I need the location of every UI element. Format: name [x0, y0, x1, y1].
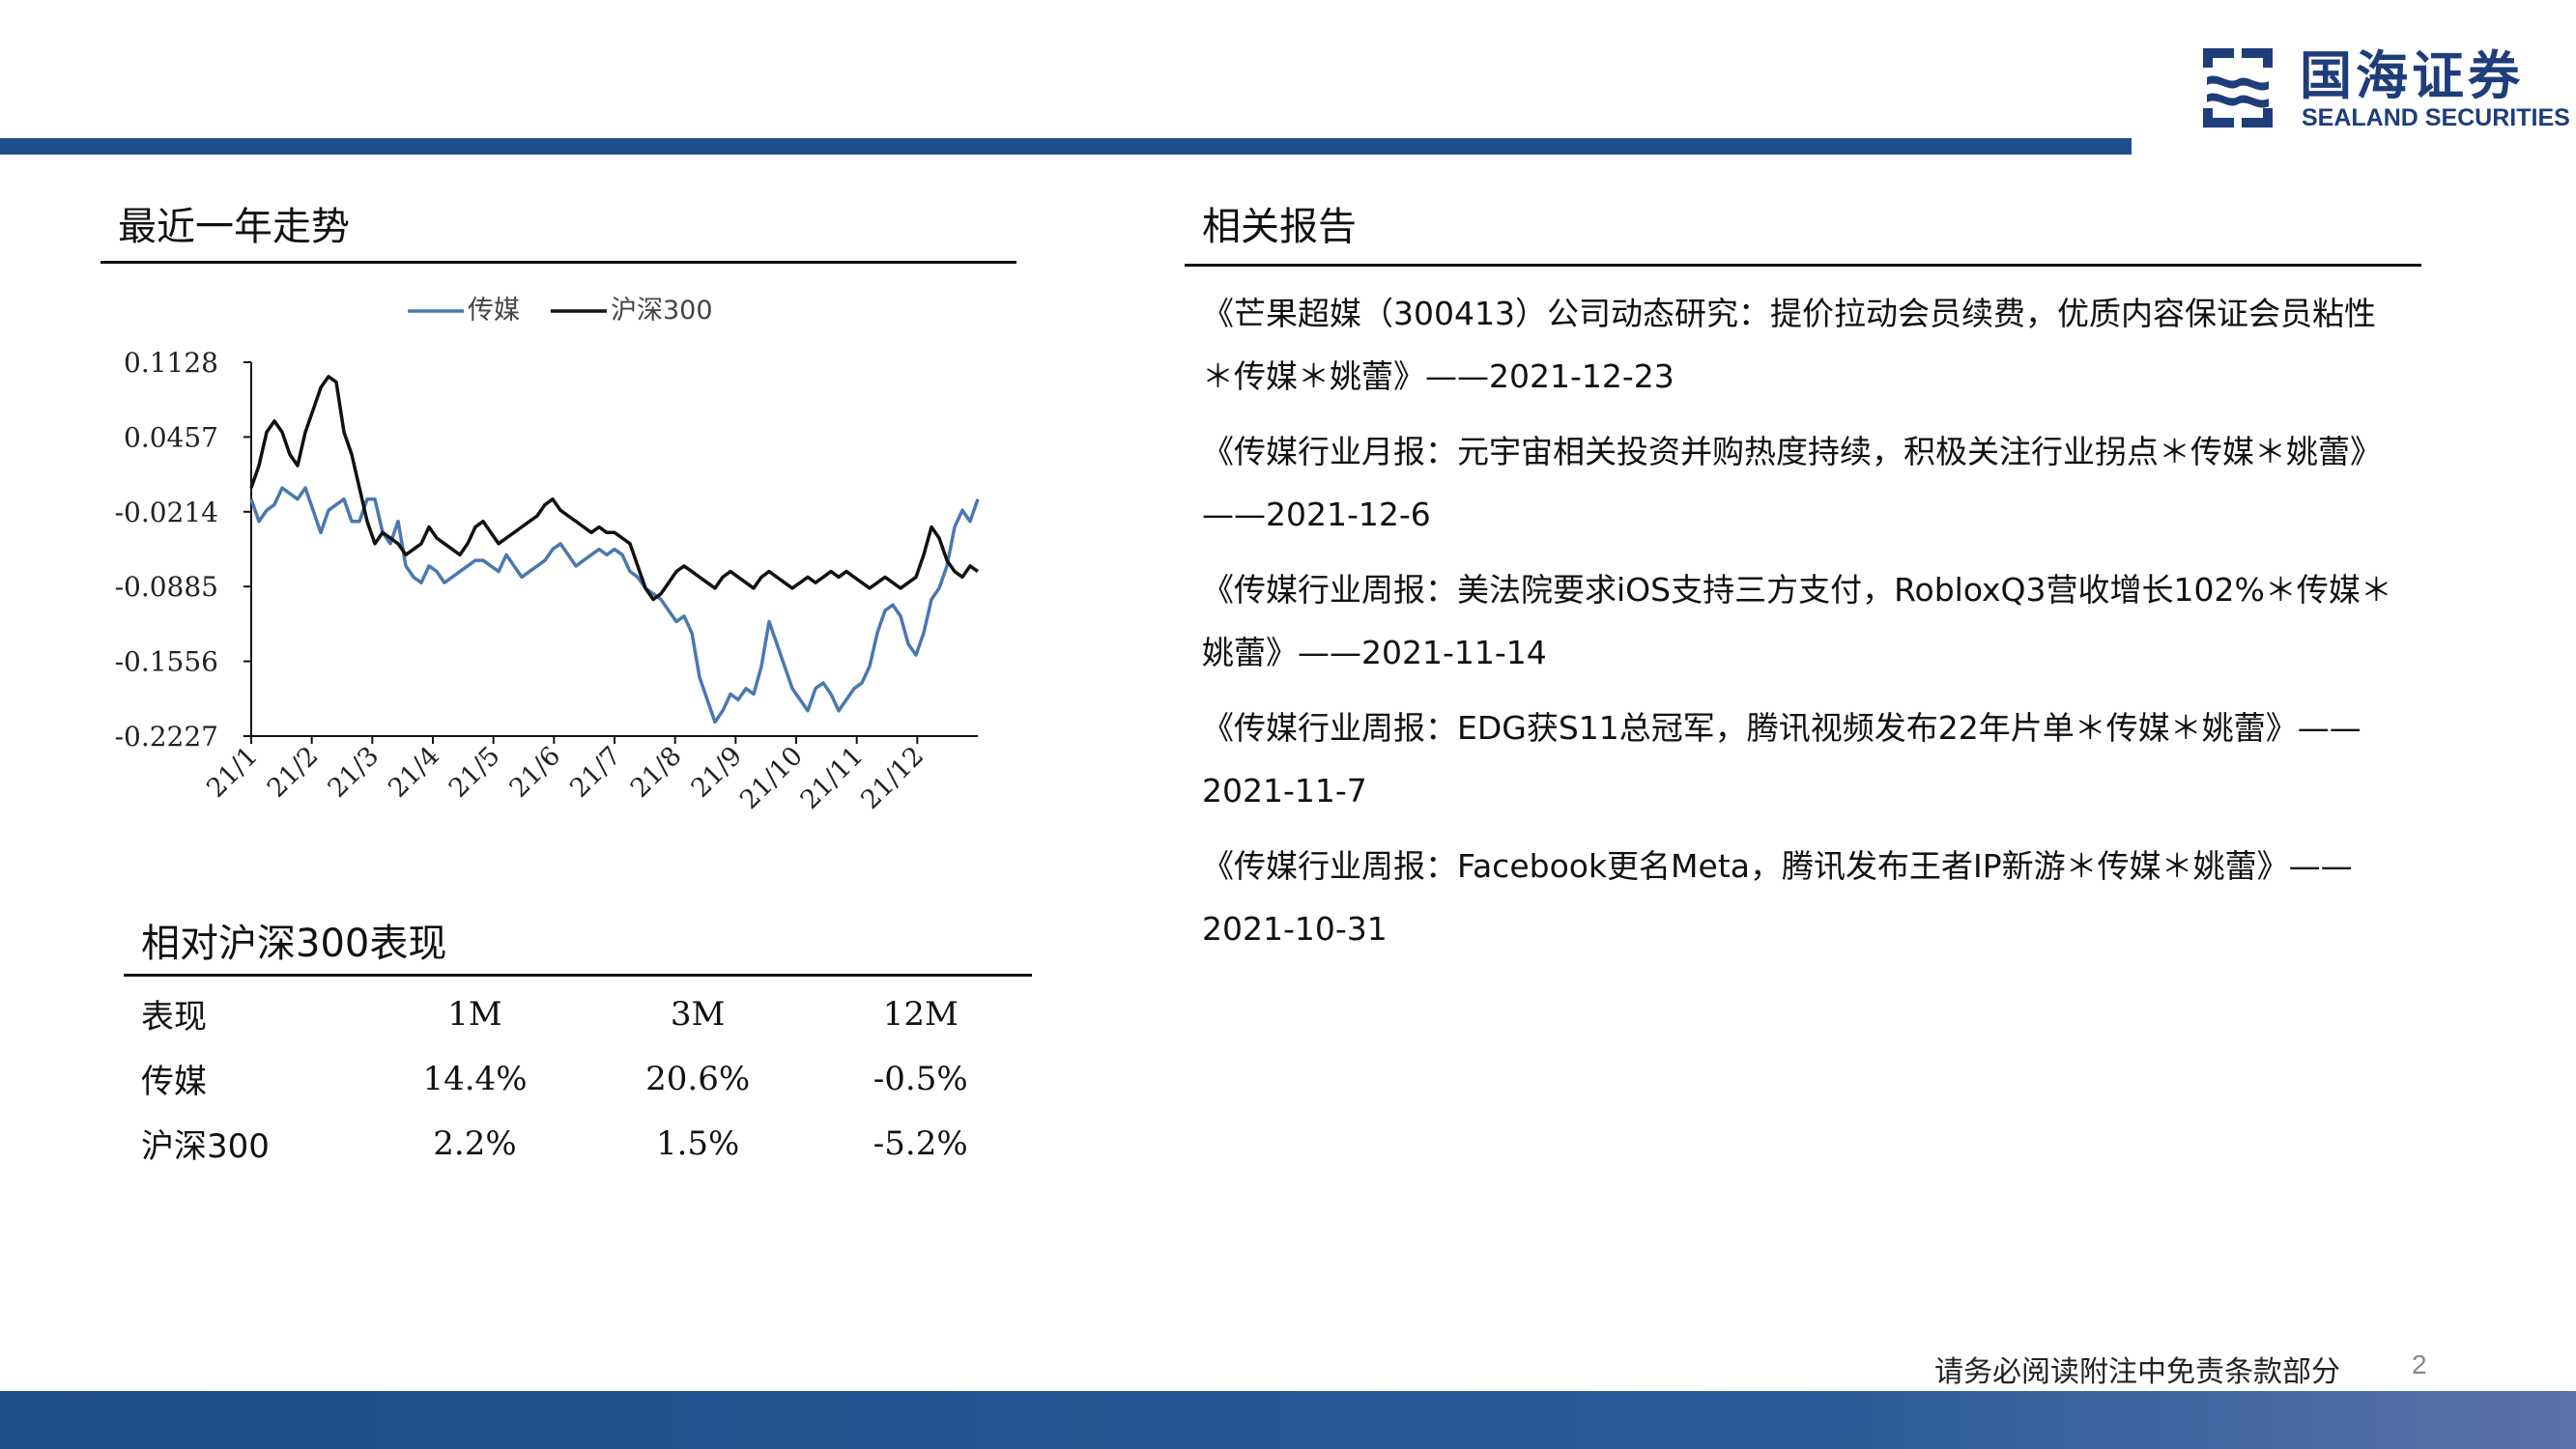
x-tick-label: 21/3: [322, 741, 385, 804]
row-name-cell: 沪深300: [141, 1127, 270, 1166]
y-tick-label: -0.0885: [115, 571, 218, 603]
x-tick-label: 21/11: [795, 741, 870, 815]
x-tick-label: 21/5: [444, 741, 506, 804]
x-tick-label: 21/12: [855, 741, 930, 815]
header-cell-label: 表现: [141, 998, 207, 1037]
row-1m-cell: 14.4%: [422, 1059, 528, 1098]
header-cell-12m: 12M: [882, 994, 959, 1034]
brand-name-cn: 国海证券: [2300, 45, 2524, 106]
footer-bar: [0, 1391, 2576, 1449]
footer-disclaimer: 请务必阅读附注中免责条款部分: [1934, 1355, 2340, 1389]
row-1m-cell: 2.2%: [433, 1123, 517, 1163]
x-tick-label: 21/6: [503, 741, 566, 804]
x-tick-label: 21/2: [262, 741, 325, 804]
x-tick-label: 21/7: [564, 741, 627, 804]
y-tick-label: 0.1128: [124, 347, 218, 379]
performance-table: 表现 1M 3M 12M 传媒 14.4% 20.6% -0.5% 沪深300 …: [124, 981, 1032, 1176]
sealand-logo-icon: [2203, 48, 2273, 128]
related-section-title: 相关报告: [1202, 205, 1357, 249]
row-12m-cell: -5.2%: [873, 1123, 968, 1163]
y-tick-label: -0.0214: [115, 497, 218, 528]
header-bar: [0, 138, 2132, 155]
brand-name-en: SEALAND SECURITIES: [2302, 104, 2570, 131]
brand-logo: 国海证券 SEALAND SECURITIES: [2199, 44, 2570, 133]
table-row: 传媒 14.4% 20.6% -0.5%: [124, 1046, 1032, 1111]
page-number: 2: [2412, 1350, 2427, 1379]
trend-line-chart: 0.1128 0.0457 -0.0214 -0.0885 -0.1556 -0.2227…: [115, 296, 980, 815]
related-section-rule: [1185, 264, 2421, 267]
row-3m-cell: 20.6%: [645, 1059, 751, 1098]
trend-section-rule: [100, 261, 1016, 264]
y-tick-label: -0.1556: [115, 646, 218, 678]
row-3m-cell: 1.5%: [655, 1123, 740, 1163]
y-tick-label: 0.0457: [124, 421, 218, 453]
legend-label: 沪深300: [611, 296, 713, 326]
performance-section-title: 相对沪深300表现: [141, 922, 447, 966]
performance-section-rule: [124, 974, 1032, 977]
report-link[interactable]: 《芒果超媒（300413）公司动态研究：提价拉动会员续费，优质内容保证会员粘性＊…: [1202, 295, 2376, 395]
related-report-list: 《芒果超媒（300413）公司动态研究：提价拉动会员续费，优质内容保证会员粘性＊…: [1202, 282, 2400, 973]
header-cell-3m: 3M: [670, 994, 726, 1034]
series-line-media: [249, 486, 980, 724]
header-cell-1m: 1M: [447, 994, 502, 1034]
table-header-row: 表现 1M 3M 12M: [124, 981, 1032, 1046]
report-link[interactable]: 《传媒行业周报：美法院要求iOS支持三方支付，RobloxQ3营收增长102%＊…: [1202, 571, 2392, 671]
x-tick-label: 21/8: [625, 741, 688, 804]
report-link[interactable]: 《传媒行业周报：EDG获S11总冠军，腾讯视频发布22年片单＊传媒＊姚蕾》——2…: [1202, 709, 2361, 810]
report-link[interactable]: 《传媒行业月报：元宇宙相关投资并购热度持续，积极关注行业拐点＊传媒＊姚蕾》——2…: [1202, 433, 2382, 533]
x-tick-label: 21/4: [383, 741, 445, 804]
table-row: 沪深300 2.2% 1.5% -5.2%: [124, 1111, 1032, 1176]
series-line-hs300: [249, 375, 980, 602]
x-tick-label: 21/10: [734, 741, 809, 815]
row-name-cell: 传媒: [141, 1063, 207, 1101]
row-12m-cell: -0.5%: [873, 1059, 968, 1098]
legend-label: 传媒: [468, 296, 520, 326]
y-tick-label: -0.2227: [115, 721, 218, 753]
report-link[interactable]: 《传媒行业周报：Facebook更名Meta，腾讯发布王者IP新游＊传媒＊姚蕾》…: [1202, 847, 2353, 948]
trend-section-title: 最近一年走势: [118, 205, 350, 249]
